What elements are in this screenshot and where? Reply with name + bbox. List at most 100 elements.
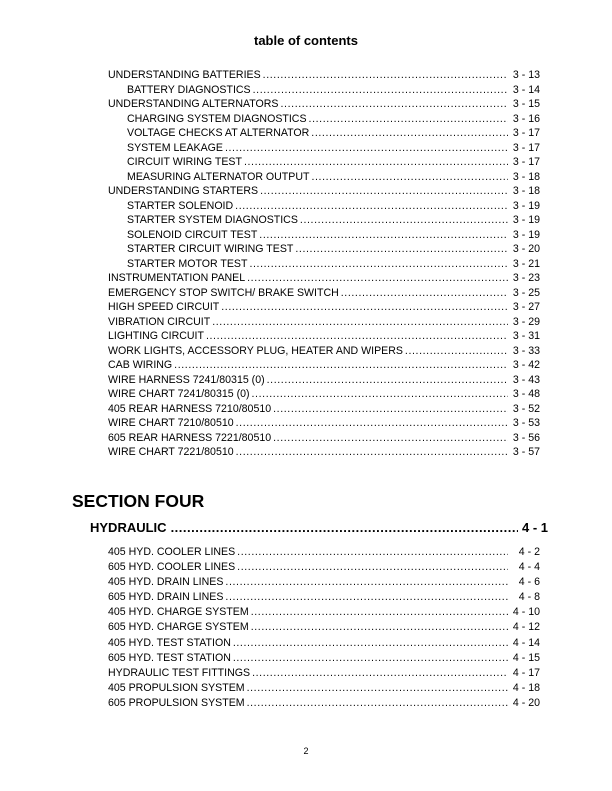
- toc-entry[interactable]: WIRE HARNESS 7241/80315 (0) 3 - 43: [108, 373, 540, 388]
- dot-leader: [249, 257, 508, 272]
- toc-entry-page: 4 - 1: [521, 520, 548, 535]
- dot-leader: [247, 681, 508, 696]
- dot-leader: [206, 329, 508, 344]
- toc-entry[interactable]: WORK LIGHTS, ACCESSORY PLUG, HEATER AND …: [108, 344, 540, 359]
- toc-entry-label: VOLTAGE CHECKS AT ALTERNATOR: [127, 127, 310, 139]
- toc-entry-page: 3 - 23: [512, 272, 540, 284]
- toc-entry-label: 405 REAR HARNESS 7210/80510: [108, 402, 272, 415]
- dot-leader: [221, 300, 508, 315]
- toc-entry[interactable]: STARTER CIRCUIT WIRING TEST 3 - 20: [108, 242, 540, 257]
- toc-entry[interactable]: CAB WIRING 3 - 42: [108, 358, 540, 373]
- section-four-toc: 405 HYD. COOLER LINES 4 - 2 605 HYD. COOLE…: [108, 545, 540, 711]
- dot-leader: [225, 141, 508, 156]
- toc-entry[interactable]: WIRE CHART 7210/80510 3 - 53: [108, 416, 540, 431]
- toc-entry-label: 405 HYD. DRAIN LINES: [108, 576, 224, 589]
- dot-leader: [225, 575, 508, 590]
- toc-entry-page: 3 - 33: [512, 344, 540, 357]
- toc-entry[interactable]: 405 HYD. COOLER LINES 4 - 2: [108, 545, 540, 560]
- toc-entry[interactable]: VIBRATION CIRCUIT 3 - 29: [108, 315, 540, 330]
- toc-entry[interactable]: CIRCUIT WIRING TEST 3 - 17: [108, 155, 540, 170]
- toc-entry[interactable]: 605 HYD. CHARGE SYSTEM 4 - 12: [108, 620, 540, 635]
- dot-leader: [311, 170, 508, 185]
- toc-entry-label: 405 HYD. TEST STATION: [108, 636, 231, 649]
- toc-entry-label: CHARGING SYSTEM DIAGNOSTICS: [127, 112, 307, 125]
- toc-entry[interactable]: SOLENOID CIRCUIT TEST 3 - 19: [108, 228, 540, 243]
- toc-entry[interactable]: SYSTEM LEAKAGE 3 - 17: [108, 141, 540, 156]
- dot-leader: [237, 560, 508, 575]
- toc-entry[interactable]: STARTER SOLENOID 3 - 19: [108, 199, 540, 214]
- dot-leader: [260, 184, 508, 199]
- dot-leader: [174, 358, 508, 373]
- toc-entry[interactable]: STARTER MOTOR TEST 3 - 21: [108, 257, 540, 272]
- dot-leader: [252, 666, 508, 681]
- dot-leader: [233, 651, 508, 666]
- dot-leader: [237, 545, 508, 560]
- dot-leader: [267, 373, 508, 388]
- dot-leader: [247, 696, 508, 711]
- toc-entry-page: 3 - 52: [512, 402, 540, 415]
- toc-entry[interactable]: CHARGING SYSTEM DIAGNOSTICS 3 - 16: [108, 112, 540, 127]
- toc-entry-page: 3 - 15: [512, 98, 540, 110]
- toc-entry-label: 605 HYD. TEST STATION: [108, 651, 231, 664]
- toc-entry-label: CIRCUIT WIRING TEST: [127, 156, 242, 168]
- toc-entry-page: 3 - 18: [512, 185, 540, 197]
- toc-entry[interactable]: 405 REAR HARNESS 7210/80510 3 - 52: [108, 402, 540, 417]
- toc-entry-page: 3 - 56: [512, 431, 540, 444]
- toc-entry-label: STARTER SYSTEM DIAGNOSTICS: [127, 214, 298, 226]
- toc-entry[interactable]: 605 HYD. DRAIN LINES 4 - 8: [108, 590, 540, 605]
- section-heading: SECTION FOUR: [72, 491, 205, 511]
- toc-entry-label: SOLENOID CIRCUIT TEST: [127, 228, 258, 241]
- toc-entry[interactable]: UNDERSTANDING STARTERS 3 - 18: [108, 184, 540, 199]
- toc-entry[interactable]: 605 REAR HARNESS 7221/80510 3 - 56: [108, 431, 540, 446]
- toc-entry-page: 3 - 48: [512, 388, 540, 400]
- toc-entry[interactable]: 405 HYD. TEST STATION 4 - 14: [108, 636, 540, 651]
- toc-entry-label: WIRE CHART 7210/80510: [108, 417, 234, 429]
- dot-leader: [236, 416, 508, 431]
- toc-entry-page: 3 - 29: [512, 315, 540, 328]
- toc-entry[interactable]: BATTERY DIAGNOSTICS 3 - 14: [108, 83, 540, 98]
- toc-entry[interactable]: 605 PROPULSION SYSTEM 4 - 20: [108, 696, 540, 711]
- toc-entry-page: 3 - 17: [512, 127, 540, 139]
- toc-entry-page: 3 - 43: [512, 373, 540, 386]
- toc-entry[interactable]: VOLTAGE CHECKS AT ALTERNATOR 3 - 17: [108, 126, 540, 141]
- toc-entry[interactable]: WIRE CHART 7241/80315 (0) 3 - 48: [108, 387, 540, 402]
- toc-entry[interactable]: 605 HYD. TEST STATION 4 - 15: [108, 651, 540, 666]
- toc-main-entry[interactable]: HYDRAULIC 4 - 1: [90, 520, 548, 536]
- toc-entry[interactable]: HYDRAULIC TEST FITTINGS 4 - 17: [108, 666, 540, 681]
- dot-leader: [281, 97, 508, 112]
- toc-entry[interactable]: 405 PROPULSION SYSTEM 4 - 18: [108, 681, 540, 696]
- toc-entry[interactable]: LIGHTING CIRCUIT 3 - 31: [108, 329, 540, 344]
- toc-entry-label: EMERGENCY STOP SWITCH/ BRAKE SWITCH: [108, 286, 339, 299]
- toc-entry-page: 4 - 6: [518, 576, 540, 589]
- toc-entry-page: 4 - 10: [512, 606, 540, 619]
- toc-entry-label: WIRE CHART 7221/80510: [108, 446, 234, 458]
- toc-entry[interactable]: 605 HYD. COOLER LINES 4 - 4: [108, 560, 540, 575]
- toc-entry-page: 3 - 20: [512, 243, 540, 255]
- toc-entry-label: SYSTEM LEAKAGE: [127, 141, 223, 154]
- toc-entry-label: STARTER MOTOR TEST: [127, 257, 248, 270]
- toc-entry[interactable]: INSTRUMENTATION PANEL 3 - 23: [108, 271, 540, 286]
- toc-entry[interactable]: UNDERSTANDING BATTERIES 3 - 13: [108, 68, 540, 83]
- toc-entry[interactable]: 405 HYD. CHARGE SYSTEM 4 - 10: [108, 605, 540, 620]
- toc-entry-page: 3 - 17: [512, 141, 540, 154]
- toc-entry-label: BATTERY DIAGNOSTICS: [127, 83, 251, 96]
- toc-entry-label: STARTER SOLENOID: [127, 199, 234, 212]
- dot-leader: [273, 402, 508, 417]
- toc-entry[interactable]: HIGH SPEED CIRCUIT 3 - 27: [108, 300, 540, 315]
- toc-entry-page: 3 - 42: [512, 359, 540, 371]
- toc-entry[interactable]: WIRE CHART 7221/80510 3 - 57: [108, 445, 540, 460]
- toc-entry[interactable]: MEASURING ALTERNATOR OUTPUT 3 - 18: [108, 170, 540, 185]
- toc-entry-page: 3 - 16: [512, 112, 540, 125]
- dot-leader: [244, 155, 508, 170]
- toc-entry-label: 605 PROPULSION SYSTEM: [108, 696, 245, 709]
- toc-entry-page: 3 - 13: [512, 69, 540, 81]
- toc-entry[interactable]: 405 HYD. DRAIN LINES 4 - 6: [108, 575, 540, 590]
- dot-leader: [309, 112, 508, 127]
- toc-entry[interactable]: STARTER SYSTEM DIAGNOSTICS 3 - 19: [108, 213, 540, 228]
- dot-leader: [253, 83, 508, 98]
- toc-entry-page: 4 - 15: [512, 651, 540, 664]
- toc-entry-page: 3 - 25: [512, 286, 540, 299]
- toc-entry[interactable]: UNDERSTANDING ALTERNATORS 3 - 15: [108, 97, 540, 112]
- toc-entry-page: 4 - 14: [512, 636, 540, 649]
- toc-entry[interactable]: EMERGENCY STOP SWITCH/ BRAKE SWITCH 3 - 2…: [108, 286, 540, 301]
